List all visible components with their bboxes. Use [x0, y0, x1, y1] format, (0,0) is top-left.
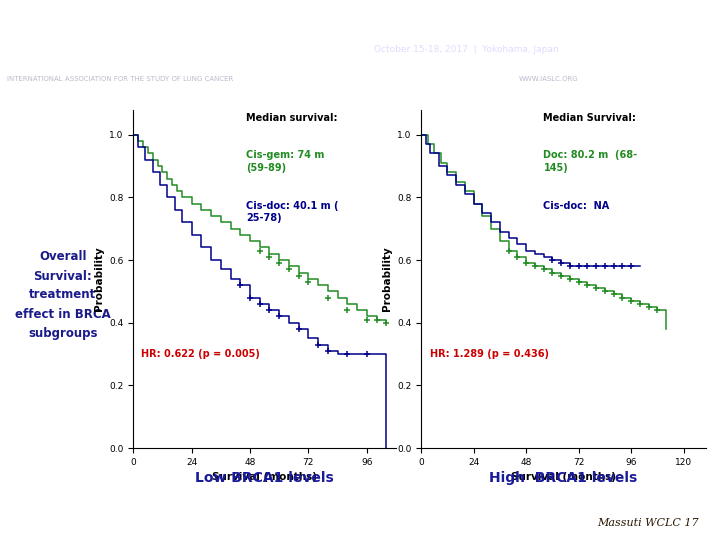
X-axis label: Survival (months): Survival (months) [212, 472, 317, 482]
Text: Median Survival:: Median Survival: [544, 113, 636, 123]
Text: IASLC: IASLC [14, 22, 95, 45]
X-axis label: Survival (months): Survival (months) [511, 472, 616, 482]
Text: WWW.IASLC.ORG: WWW.IASLC.ORG [518, 76, 578, 82]
Text: Cis-doc:  NA: Cis-doc: NA [544, 201, 610, 211]
Text: October 15-18, 2017  |  Yokohama, Japan: October 15-18, 2017 | Yokohama, Japan [374, 44, 559, 53]
Text: Median survival:: Median survival: [246, 113, 338, 123]
Text: HR: 1.289 (p = 0.436): HR: 1.289 (p = 0.436) [430, 349, 549, 359]
Text: Cis-gem: 74 m
(59-89): Cis-gem: 74 m (59-89) [246, 150, 325, 173]
Text: Massuti WCLC 17: Massuti WCLC 17 [597, 518, 698, 528]
Text: Overall
Survival:
treatment
effect in BRCA
subgroups: Overall Survival: treatment effect in BR… [15, 251, 111, 340]
Text: Doc: 80.2 m  (68-
145): Doc: 80.2 m (68- 145) [544, 150, 638, 173]
Text: IASLC 18TH WORLD CONFERENCE ON LUNG CANCER: IASLC 18TH WORLD CONFERENCE ON LUNG CANC… [374, 17, 698, 28]
Text: High  BRCA1 levels: High BRCA1 levels [490, 471, 637, 485]
Text: Cis-doc: 40.1 m (
25-78): Cis-doc: 40.1 m ( 25-78) [246, 201, 338, 224]
Text: Low BRCA1 levels: Low BRCA1 levels [195, 471, 334, 485]
Text: HR: 0.622 (p = 0.005): HR: 0.622 (p = 0.005) [141, 349, 260, 359]
Text: INTERNATIONAL ASSOCIATION FOR THE STUDY OF LUNG CANCER: INTERNATIONAL ASSOCIATION FOR THE STUDY … [7, 76, 233, 82]
Y-axis label: Probability: Probability [94, 246, 104, 311]
Y-axis label: Probability: Probability [382, 246, 392, 311]
